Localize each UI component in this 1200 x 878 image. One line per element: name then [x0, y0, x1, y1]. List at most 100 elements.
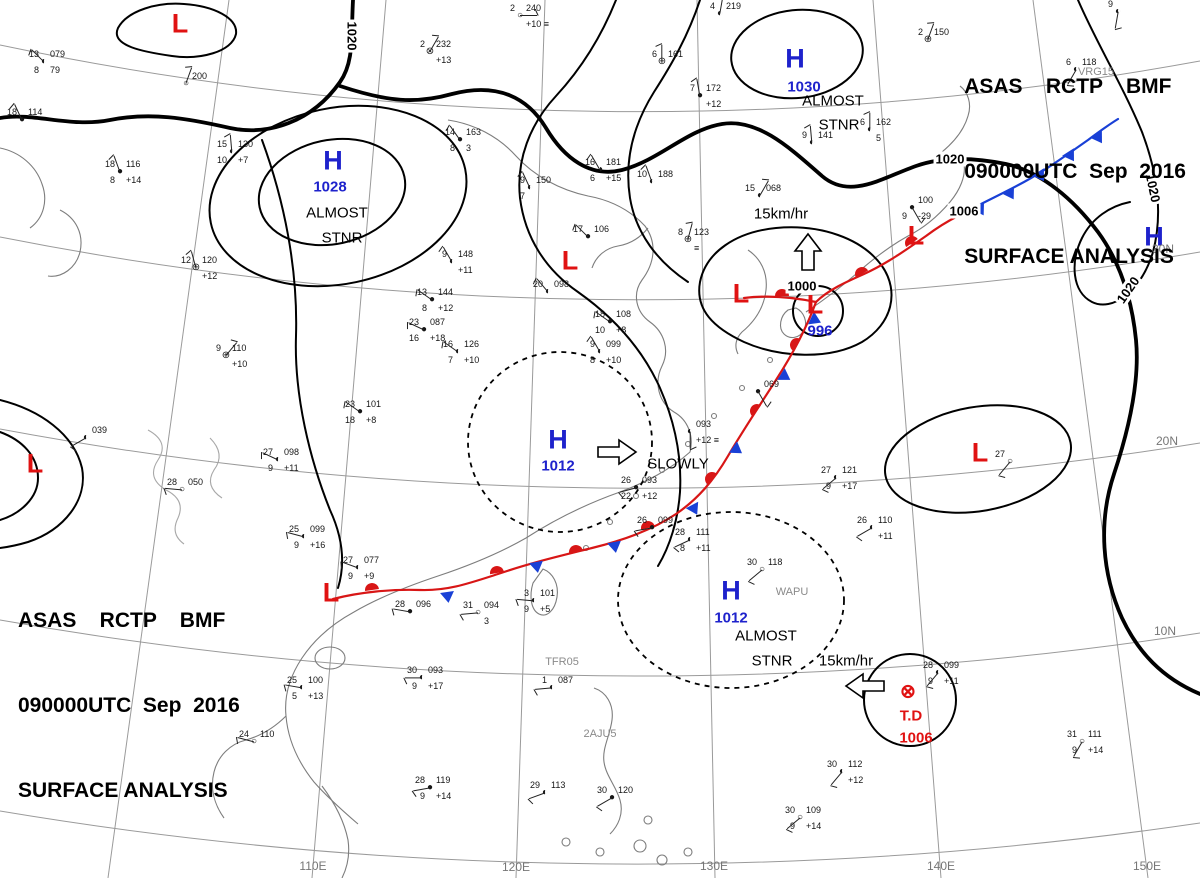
cold-front-marker [1001, 186, 1015, 200]
latitude-label: 30N [1151, 242, 1175, 256]
station-pressure: 108 [616, 309, 632, 319]
station-pressure: 077 [364, 555, 380, 565]
station-temperature: 28 [414, 775, 425, 785]
station-temperature: 15 [744, 183, 755, 193]
station-temperature: 6 [651, 49, 657, 59]
station-extra: +14 [1088, 745, 1104, 755]
station-pressure: 101 [540, 588, 556, 598]
station-pressure: 172 [706, 83, 722, 93]
station-pressure: 069 [764, 379, 780, 389]
station-extra: +17 [428, 681, 444, 691]
pressure-center-low: L [322, 577, 340, 608]
station-pressure: 126 [464, 339, 480, 349]
title-line3: SURFACE ANALYSIS [964, 244, 1174, 268]
pressure-center-value: 1030 [787, 78, 821, 96]
station-extra: +12 ≡ [696, 435, 720, 445]
station-temperature: 27 [342, 555, 353, 565]
pressure-center-value: 996 [807, 322, 833, 340]
isobar-label: 1006 [947, 203, 981, 219]
station-dewpoint: 18 [344, 415, 355, 425]
station-dewpoint: 8 [589, 355, 595, 365]
movement-note: ALMOST [735, 627, 797, 645]
longitude-label: 110E [299, 859, 327, 873]
warm-front-marker [905, 236, 918, 248]
station-dewpoint: 8 [109, 175, 115, 185]
station-extra: +11 [458, 265, 473, 275]
chart-title-top-right: ASAS RCTP BMF 090000UTC Sep 2016 SURFACE… [964, 16, 1186, 328]
station-dewpoint: 10 [216, 155, 227, 165]
movement-note: STNR [321, 229, 363, 247]
motion-annotation: 15km/hr [818, 652, 874, 670]
pressure-center-low: L [732, 278, 750, 309]
station-temperature: 23 [408, 317, 419, 327]
station-temperature: 10 [636, 169, 647, 179]
station-extra: +16 [310, 540, 326, 550]
wind-barb [661, 44, 663, 62]
station-extra: 3 [484, 616, 490, 626]
isobar-label: 1000 [785, 278, 819, 294]
td-motion-arrow [844, 672, 885, 700]
station-pressure: 118 [768, 557, 783, 567]
north-motion-arrow [793, 232, 823, 271]
station-temperature: 20 [532, 279, 543, 289]
title-line2: 090000UTC Sep 2016 [18, 693, 240, 717]
cold-front-marker [529, 560, 543, 573]
station-dewpoint: 9 [347, 571, 353, 581]
station-dewpoint: 9 [1071, 745, 1077, 755]
title-line2: 090000UTC Sep 2016 [964, 159, 1186, 183]
wind-barb [748, 569, 763, 582]
station-extra: +17 [842, 481, 858, 491]
station-temperature: 13 [28, 49, 39, 59]
warm-front-marker [490, 566, 504, 575]
station-temperature: 24 [238, 729, 249, 739]
warm-front-marker [855, 267, 869, 278]
wind-barb [229, 134, 233, 152]
station-temperature: 4 [709, 1, 715, 11]
station-dewpoint: 8 [679, 543, 685, 553]
station-temperature: 3 [523, 588, 529, 598]
station-temperature: 28 [922, 660, 933, 670]
pressure-center-value: 1012 [714, 609, 748, 627]
longitude-label: 130E [699, 859, 729, 873]
station-temperature: 30 [784, 805, 795, 815]
station-temperature: 6 [859, 117, 865, 127]
station-pressure: 188 [658, 169, 674, 179]
station-extra: +12 [642, 491, 658, 501]
station-pressure: 099 [606, 339, 622, 349]
station-pressure: 111 [696, 527, 710, 537]
station-pressure: 099 [658, 515, 674, 525]
station-temperature: 18 [104, 159, 115, 169]
station-dewpoint: 9 [789, 821, 795, 831]
longitude-label: 140E [926, 859, 956, 873]
station-extra: +14 [436, 791, 452, 801]
pressure-center-low: L [171, 8, 189, 39]
pressure-center-value: 1012 [541, 457, 575, 475]
wind-barb [809, 125, 813, 143]
station-pressure: 100 [918, 195, 934, 205]
station-dewpoint: 9 [267, 463, 273, 473]
isobar-label: 1020 [344, 19, 360, 53]
station-temperature: 9 [215, 343, 221, 353]
station-temperature: 27 [262, 447, 273, 457]
station-extra: +7 [238, 155, 249, 165]
station-pressure: 110 [232, 343, 247, 353]
station-pressure: 079 [50, 49, 66, 59]
station-extra: +8 [616, 325, 627, 335]
station-pressure: 120 [202, 255, 218, 265]
pressure-center-value: 1028 [313, 178, 347, 196]
movement-note: STNR [818, 116, 860, 134]
station-dewpoint: 9 [825, 481, 831, 491]
station-pressure: 110 [260, 729, 275, 739]
warm-front-marker [775, 289, 789, 296]
wind-barb [998, 461, 1011, 476]
station-pressure: 240 [526, 3, 542, 13]
station-temperature: 28 [166, 477, 177, 487]
movement-note: STNR [751, 652, 793, 670]
station-pressure: 039 [92, 425, 108, 435]
station-temperature: 30 [746, 557, 757, 567]
station-temperature: 9 [1107, 0, 1113, 9]
station-pressure: 093 [696, 419, 712, 429]
station-extra: +12 [848, 775, 864, 785]
station-pressure: 087 [558, 675, 574, 685]
